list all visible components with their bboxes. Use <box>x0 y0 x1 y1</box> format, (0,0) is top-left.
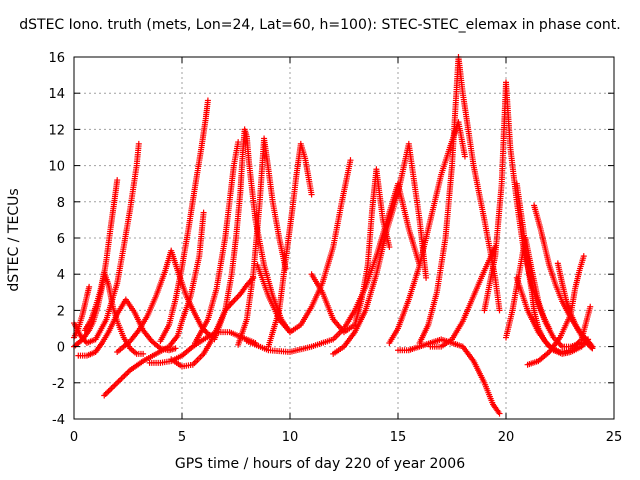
y-axis-label: dSTEC / TECUs <box>6 188 22 292</box>
data-point-marker <box>112 381 119 388</box>
data-point-marker <box>423 274 430 281</box>
y-tick-label: -2 <box>52 377 65 392</box>
data-point-marker <box>496 410 503 417</box>
data-point-marker <box>235 139 242 146</box>
data-series <box>254 157 354 336</box>
y-tick-label: 2 <box>57 304 65 319</box>
data-series <box>395 336 503 417</box>
data-point-marker <box>496 307 503 314</box>
data-point-marker <box>101 392 108 399</box>
data-point-marker <box>118 375 125 382</box>
y-tick-label: 12 <box>48 123 65 138</box>
data-point-marker <box>122 371 129 378</box>
data-point-marker <box>86 283 93 290</box>
data-point-marker <box>105 388 112 395</box>
data-point-marker <box>115 378 122 385</box>
data-series <box>503 235 585 350</box>
data-point-marker <box>107 386 113 393</box>
data-series <box>330 140 430 357</box>
data-series <box>416 54 503 346</box>
data-point-marker <box>114 379 121 386</box>
data-series <box>386 119 468 346</box>
data-point-marker <box>204 97 211 104</box>
y-tick-label: 0 <box>57 341 65 356</box>
x-axis-label: GPS time / hours of day 220 of year 2006 <box>174 456 466 472</box>
y-tick-label: 4 <box>57 268 65 283</box>
ticks-layer: 0 5 10 15 20 25 -4 -2 0 2 4 6 8 10 12 14 16 <box>48 51 622 445</box>
data-point-marker <box>108 385 115 392</box>
y-tick-label: 6 <box>57 232 65 247</box>
x-tick-label: 20 <box>498 430 515 445</box>
data-series <box>554 260 596 352</box>
data-point-marker <box>461 153 468 160</box>
data-series <box>191 139 242 346</box>
data-point-marker <box>347 157 354 164</box>
data-series <box>481 79 553 332</box>
data-point-marker <box>588 344 595 351</box>
data-series <box>235 135 289 348</box>
data-point-marker <box>135 140 142 147</box>
data-point-marker <box>114 177 121 184</box>
x-tick-label: 15 <box>390 430 407 445</box>
x-tick-label: 10 <box>282 430 299 445</box>
x-tick-label: 0 <box>70 430 78 445</box>
data-point-marker <box>104 389 111 396</box>
data-point-marker <box>111 382 118 389</box>
data-point-marker <box>140 350 147 357</box>
y-tick-label: 16 <box>48 51 65 66</box>
data-series <box>157 97 211 345</box>
x-tick-label: 25 <box>606 430 623 445</box>
data-point-marker <box>121 372 128 379</box>
data-point-marker <box>124 369 131 376</box>
data-series <box>81 269 147 357</box>
data-point-marker <box>589 345 596 352</box>
data-series <box>265 140 315 350</box>
data-point-marker <box>386 244 393 251</box>
y-tick-label: -4 <box>52 413 65 428</box>
data-series <box>308 166 393 336</box>
data-point-marker <box>102 391 109 398</box>
data-point-marker <box>172 345 179 352</box>
data-point-marker <box>117 376 124 383</box>
data-point-marker <box>200 209 207 216</box>
y-tick-label: 10 <box>48 160 65 175</box>
data-point-marker <box>119 374 126 381</box>
data-point-marker <box>587 303 594 310</box>
points-layer <box>71 54 596 417</box>
data-point-marker <box>109 384 116 391</box>
data-point-marker <box>580 253 587 260</box>
data-point-marker <box>308 191 315 198</box>
data-series <box>71 283 93 341</box>
chart-title: dSTEC Iono. truth (mets, Lon=24, Lat=60,… <box>19 17 621 33</box>
x-tick-label: 5 <box>178 430 186 445</box>
y-tick-label: 8 <box>57 196 65 211</box>
y-tick-label: 14 <box>48 87 65 102</box>
data-series <box>427 244 499 350</box>
